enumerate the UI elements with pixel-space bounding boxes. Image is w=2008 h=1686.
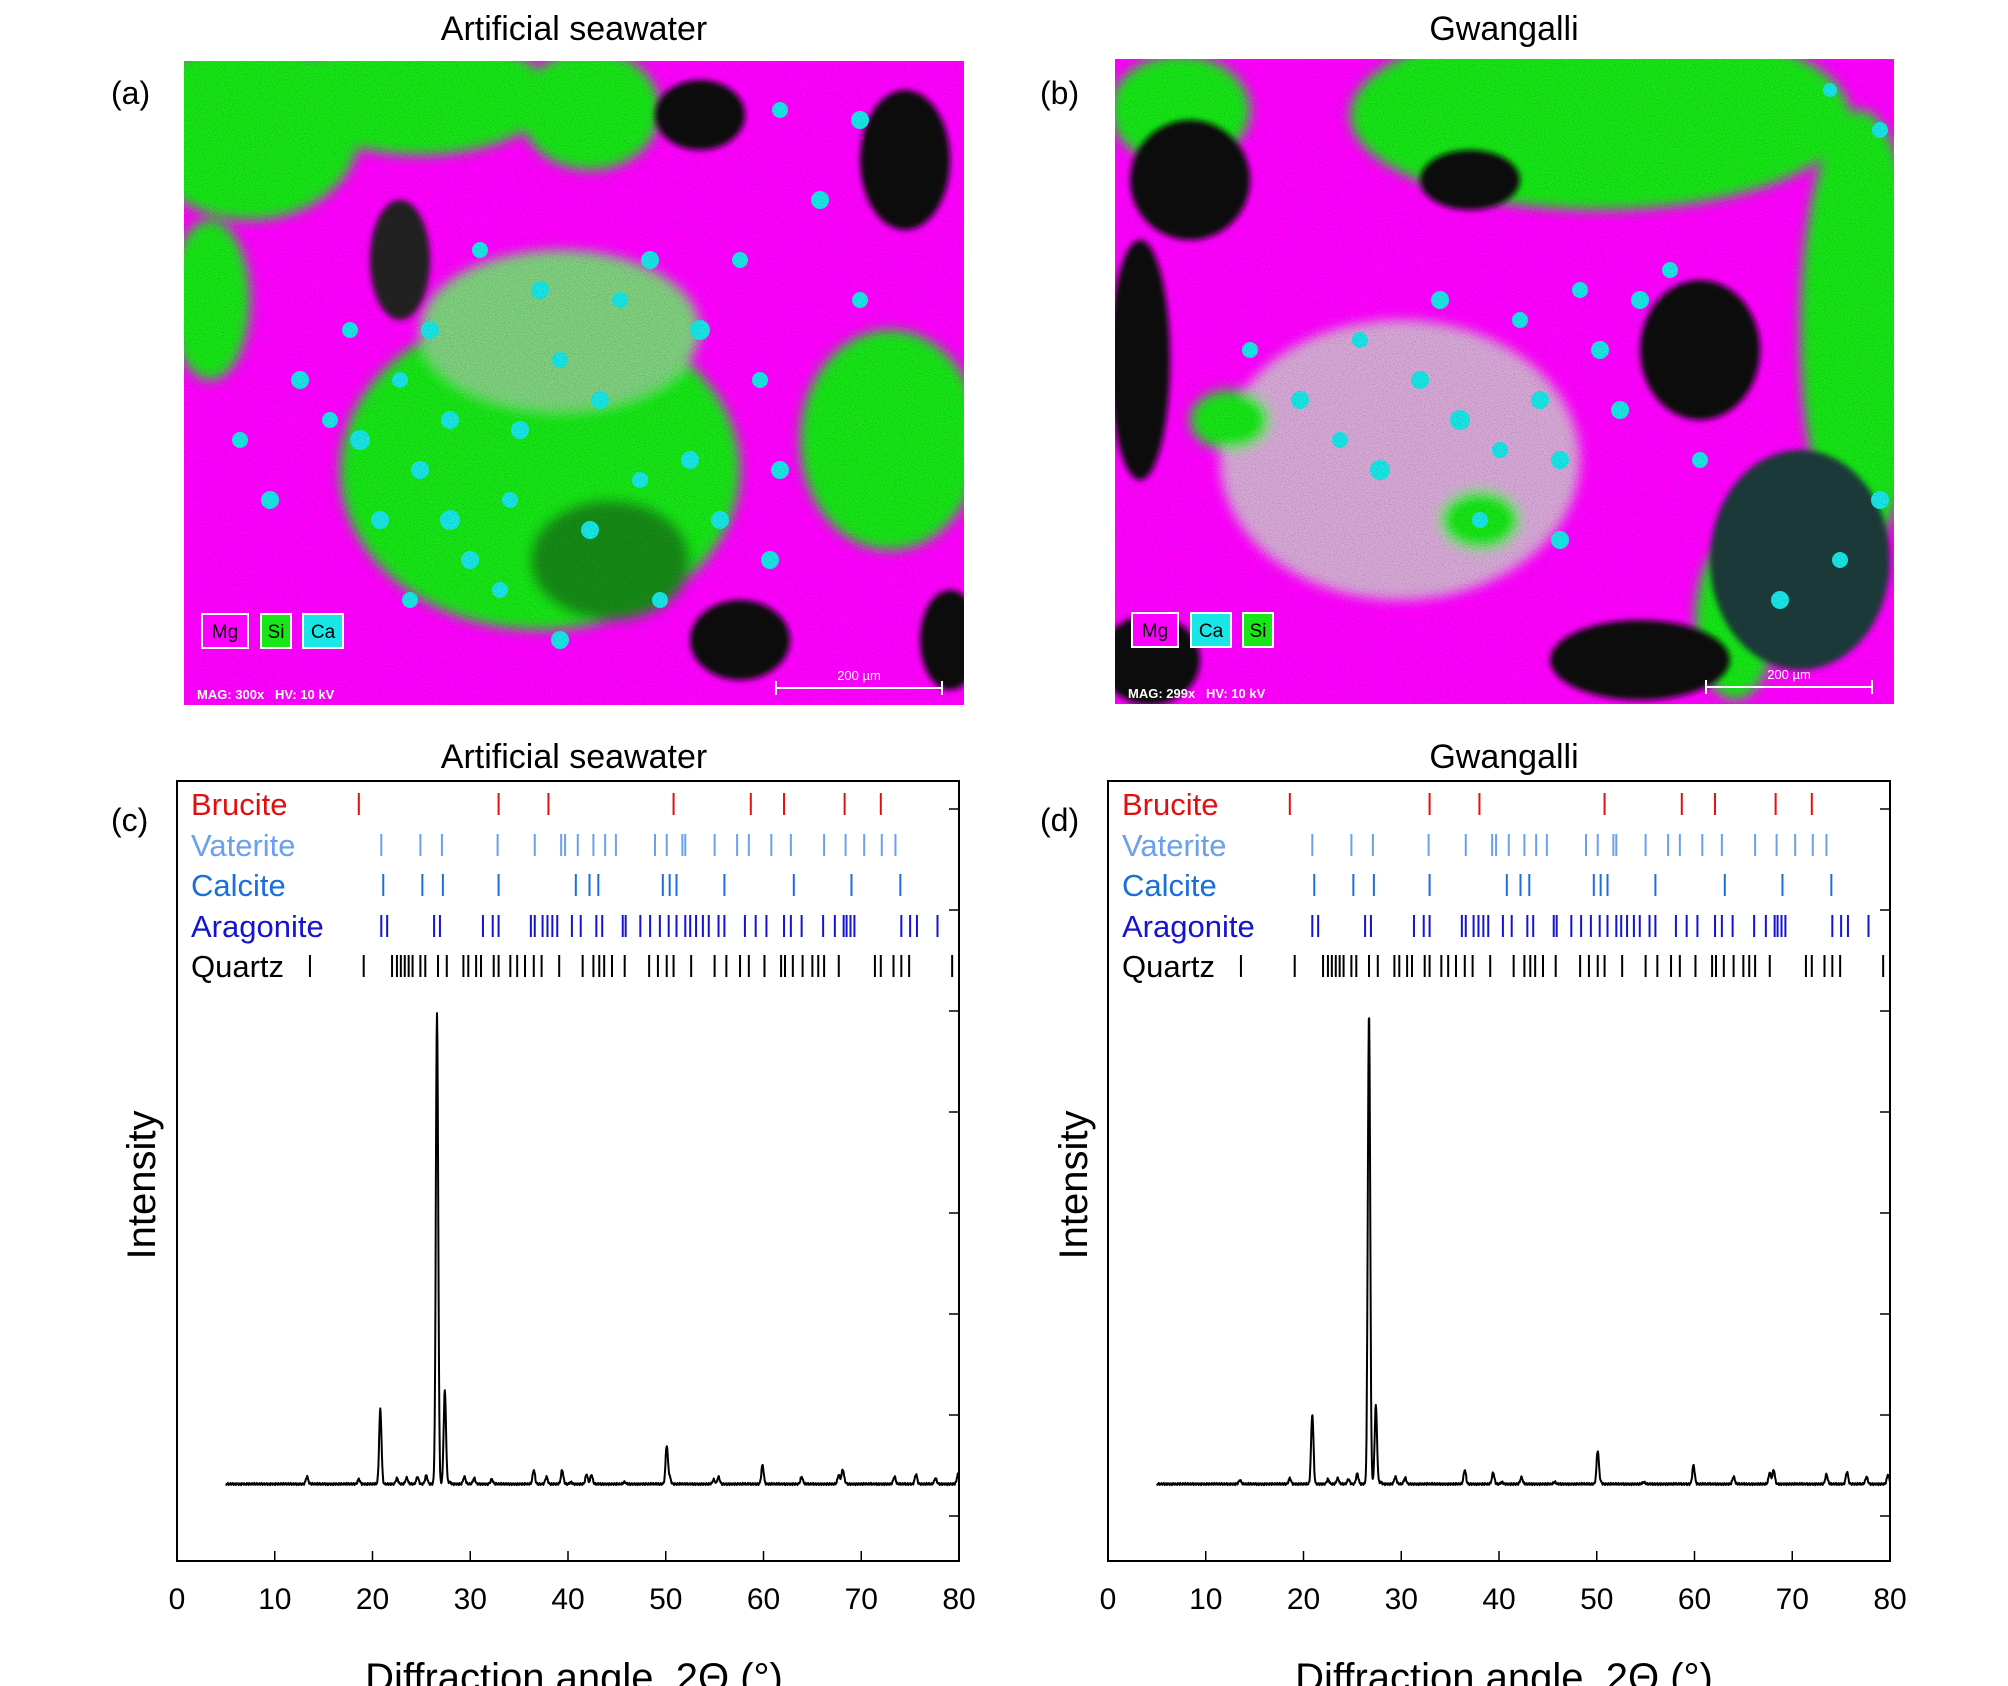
panel-c-label: (c) (111, 802, 148, 838)
panel-b-title: Gwangalli (1429, 10, 1578, 48)
legend-b-label-1: Mg (1142, 621, 1168, 642)
legend-a-key-1 (201, 613, 249, 649)
phase-label-c-quartz: Quartz (191, 949, 284, 984)
footer-b: MAG: 299x HV: 10 kV (1128, 686, 1266, 701)
x-tick-label-d-8: 80 (1873, 1583, 1906, 1616)
panel-d: Gwangalli (d) Intensity Diffraction angl… (1040, 738, 1907, 1686)
panel-c: Artificial seawater (c) Intensity Diffra… (111, 738, 976, 1686)
legend-a-label-1: Mg (212, 622, 238, 643)
panel-b: Gwangalli (b) (1040, 10, 1894, 704)
phase-label-c-aragonite: Aragonite (191, 909, 324, 944)
x-tick-label-d-4: 40 (1482, 1583, 1515, 1616)
panel-c-ylabel: Intensity (120, 1111, 164, 1260)
diffractogram-line-d (1156, 1017, 1891, 1487)
x-tick-label-c-6: 60 (747, 1583, 780, 1616)
x-tick-label-c-4: 40 (551, 1583, 584, 1616)
scalebar-b: 200 µm (1705, 667, 1873, 694)
panel-b-label: (b) (1040, 75, 1079, 111)
phase-label-d-calcite: Calcite (1122, 868, 1217, 903)
legend-b-key-2 (1190, 612, 1232, 648)
panel-d-label: (d) (1040, 802, 1079, 838)
footer-a: MAG: 300x HV: 10 kV (197, 687, 335, 702)
phase-label-d-vaterite: Vaterite (1122, 828, 1227, 863)
x-tick-label-d-3: 30 (1385, 1583, 1418, 1616)
panel-c-title: Artificial seawater (441, 738, 707, 776)
x-tick-label-d-7: 70 (1776, 1583, 1809, 1616)
panel-a: Artificial seawater (a) (111, 10, 964, 705)
panel-a-title: Artificial seawater (441, 10, 707, 48)
legend-a-key-3 (302, 613, 344, 649)
panel-d-ylabel: Intensity (1052, 1111, 1096, 1260)
x-tick-label-d-0: 0 (1100, 1583, 1117, 1616)
legend-b-key-1 (1131, 612, 1179, 648)
element-legend-b: Mg Ca Si (1131, 612, 1274, 648)
xrd-plot-c: 0 10 20 30 40 50 60 70 80 Brucite Vaterite Calcite A… (169, 780, 976, 1616)
panel-c-xlabel: Diffraction angle, 2Θ (°) (365, 1656, 783, 1686)
x-tick-label-c-0: 0 (169, 1583, 186, 1616)
scalebar-a: 200 µm (775, 668, 943, 695)
eds-map-a: Mg Si Ca MAG: 300x HV: 10 kV 200 µm (184, 61, 964, 705)
scalebar-a-label: 200 µm (837, 668, 881, 683)
x-tick-label-c-5: 50 (649, 1583, 682, 1616)
x-tick-label-d-1: 10 (1189, 1583, 1222, 1616)
x-tick-label-c-3: 30 (454, 1583, 487, 1616)
legend-b-key-3 (1242, 612, 1274, 648)
scalebar-b-label: 200 µm (1767, 667, 1811, 682)
legend-a-label-3: Ca (311, 622, 336, 643)
x-tick-label-c-1: 10 (258, 1583, 291, 1616)
element-legend-a: Mg Si Ca (201, 613, 344, 649)
phase-label-c-calcite: Calcite (191, 868, 286, 903)
x-tick-label-d-5: 50 (1580, 1583, 1613, 1616)
eds-map-b-texture (1115, 59, 1894, 704)
x-tick-label-c-2: 20 (356, 1583, 389, 1616)
x-tick-label-c-8: 80 (942, 1583, 975, 1616)
phase-label-c-brucite: Brucite (191, 787, 287, 822)
x-tick-label-d-6: 60 (1678, 1583, 1711, 1616)
phase-label-d-brucite: Brucite (1122, 787, 1218, 822)
legend-a-key-2 (260, 613, 292, 649)
panel-d-xlabel: Diffraction angle, 2Θ (°) (1295, 1656, 1713, 1686)
x-tick-label-c-7: 70 (845, 1583, 878, 1616)
x-tick-label-d-2: 20 (1287, 1583, 1320, 1616)
panel-a-label: (a) (111, 75, 150, 111)
legend-b-label-3: Si (1250, 621, 1267, 642)
legend-a-label-2: Si (268, 622, 285, 643)
panel-d-title: Gwangalli (1429, 738, 1578, 776)
phase-label-d-aragonite: Aragonite (1122, 909, 1255, 944)
diffractogram-line-c (225, 1012, 960, 1487)
phase-label-d-quartz: Quartz (1122, 949, 1215, 984)
eds-map-a-texture (184, 61, 964, 705)
eds-map-b: Mg Ca Si MAG: 299x HV: 10 kV 200 µm (1115, 59, 1894, 704)
phase-label-c-vaterite: Vaterite (191, 828, 296, 863)
plot-frame-d (1107, 780, 1891, 1562)
plot-frame-c (176, 780, 960, 1562)
xrd-plot-d: 0 10 20 30 40 50 60 70 80 Brucite Vaterite Calcite A… (1100, 780, 1907, 1616)
legend-b-label-2: Ca (1199, 621, 1224, 642)
